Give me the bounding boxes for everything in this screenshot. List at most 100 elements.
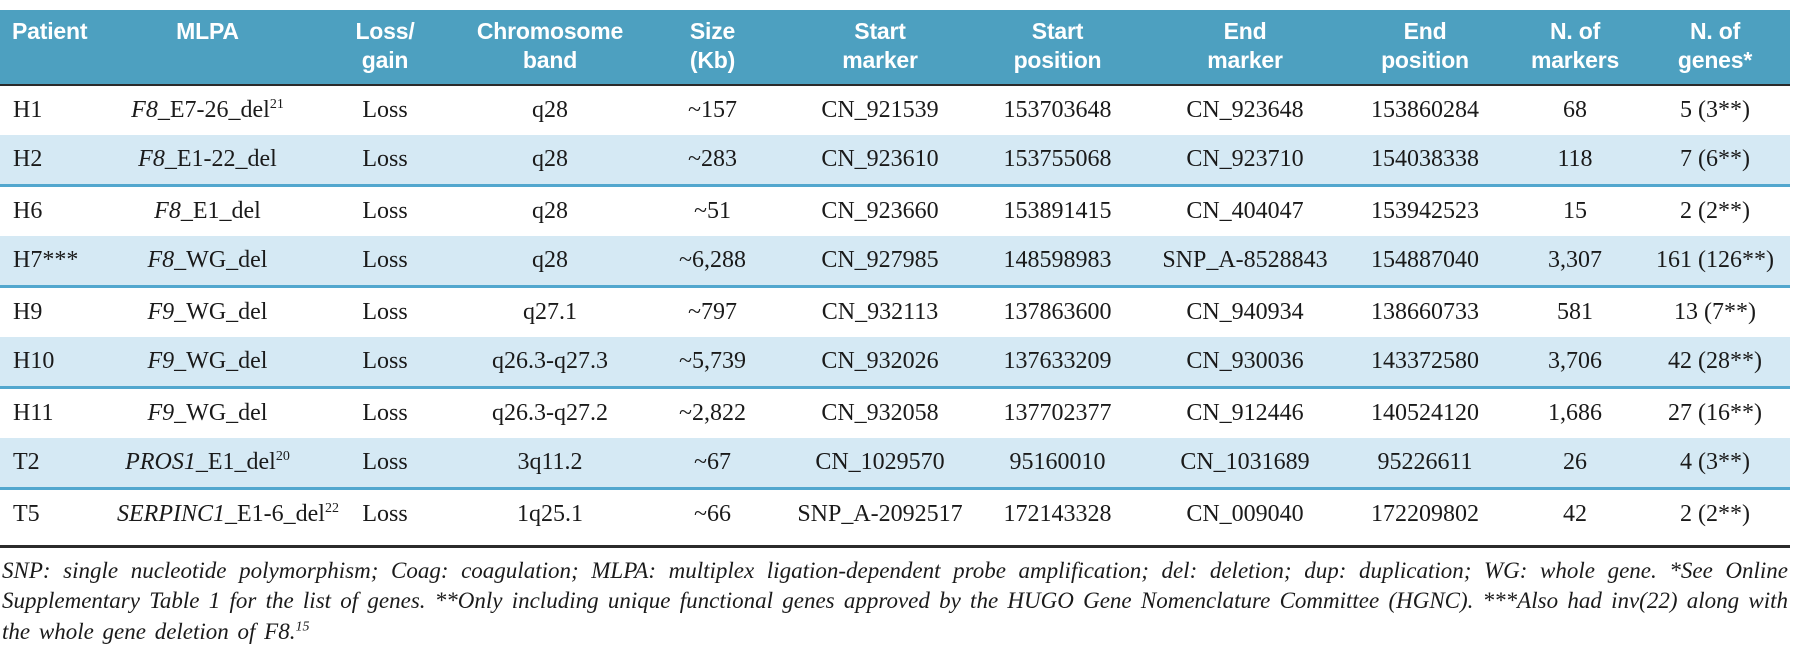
cell-n_genes: 27 (16**) bbox=[1668, 399, 1762, 426]
footnote-reference-number: 15 bbox=[295, 619, 310, 635]
cell-end_position: 153942523 bbox=[1371, 197, 1479, 224]
table-row-H1: H1 F8_E7-26_del21 Loss q28 ~157 CN_921539 1537… bbox=[0, 85, 1790, 135]
gene-symbol: SERPINC1 bbox=[117, 500, 225, 527]
cell-band: 3q11.2 bbox=[517, 448, 583, 475]
cell-n_markers: 1,686 bbox=[1548, 399, 1602, 426]
cell-start_position: 172143328 bbox=[1003, 500, 1112, 527]
mlpa-assay-name: _WG_del bbox=[174, 399, 268, 426]
mlpa-assay-name: _WG_del bbox=[174, 246, 268, 273]
col-header-n_genes: N. of genes* bbox=[1640, 10, 1790, 85]
cell-end_position: 95226611 bbox=[1377, 448, 1473, 475]
gene-symbol: F9 bbox=[147, 347, 175, 374]
cell-n_genes: 2 (2**) bbox=[1680, 197, 1750, 224]
cell-n_markers: 68 bbox=[1563, 96, 1587, 123]
gene-symbol: F9 bbox=[147, 399, 175, 426]
cell-n_genes: 2 (2**) bbox=[1680, 500, 1750, 527]
footnote-divider bbox=[0, 544, 1790, 548]
cell-start_position: 137633209 bbox=[1003, 347, 1112, 374]
cell-end_position: 172209802 bbox=[1371, 500, 1479, 527]
col-header-band: Chromosome band bbox=[470, 10, 630, 85]
cell-end_position: 140524120 bbox=[1371, 399, 1479, 426]
table-row-H7: H7*** F8_WG_del Loss q28 ~6,288 CN_927985 1485… bbox=[0, 235, 1790, 286]
cell-size: ~67 bbox=[694, 448, 731, 475]
cell-n_genes: 161 (126**) bbox=[1656, 246, 1774, 273]
cell-start_position: 137702377 bbox=[1003, 399, 1112, 426]
cell-start_position: 137863600 bbox=[1003, 298, 1112, 325]
patients-deletions-table: Patient MLPA Loss/ gain Chromosome band Size… bbox=[0, 10, 1790, 539]
cell-mlpa: F9_WG_del bbox=[115, 387, 300, 438]
cell-start_marker: CN_921539 bbox=[821, 96, 939, 123]
cell-patient: H2 bbox=[13, 145, 43, 172]
cell-loss_gain: Loss bbox=[362, 197, 408, 224]
cell-end_marker: CN_940934 bbox=[1186, 298, 1304, 325]
cell-mlpa: F9_WG_del bbox=[115, 337, 300, 388]
cell-end_position: 153860284 bbox=[1371, 96, 1479, 123]
col-header-size: Size (Kb) bbox=[630, 10, 795, 85]
cell-patient: T5 bbox=[13, 500, 40, 527]
cell-end_position: 138660733 bbox=[1371, 298, 1479, 325]
gene-symbol: PROS1 bbox=[125, 448, 196, 475]
cell-n_genes: 4 (3**) bbox=[1680, 448, 1750, 475]
cell-end_position: 154038338 bbox=[1371, 145, 1479, 172]
cell-patient: H11 bbox=[13, 399, 54, 426]
cell-start_marker: CN_1029570 bbox=[815, 448, 945, 475]
table-body: H1 F8_E7-26_del21 Loss q28 ~157 CN_921539 1537… bbox=[0, 85, 1790, 539]
col-header-loss_gain: Loss/ gain bbox=[300, 10, 470, 85]
col-header-start_marker: Start marker bbox=[795, 10, 965, 85]
cell-n_markers: 15 bbox=[1563, 197, 1587, 224]
cell-n_genes: 42 (28**) bbox=[1668, 347, 1762, 374]
cell-mlpa: F9_WG_del bbox=[115, 286, 300, 337]
cell-n_markers: 3,706 bbox=[1548, 347, 1602, 374]
cell-band: q28 bbox=[532, 145, 568, 172]
cell-band: q27.1 bbox=[523, 298, 577, 325]
table-row-H2: H2 F8_E1-22_del Loss q28 ~283 CN_923610 153755… bbox=[0, 134, 1790, 186]
cell-n_markers: 3,307 bbox=[1548, 246, 1602, 273]
col-header-patient: Patient bbox=[0, 10, 115, 85]
cell-band: q28 bbox=[532, 246, 568, 273]
cell-n_genes: 7 (6**) bbox=[1680, 145, 1750, 172]
cell-mlpa: F8_E1-22_del bbox=[115, 135, 300, 186]
cell-patient: H7*** bbox=[13, 246, 79, 273]
cell-end_marker: CN_1031689 bbox=[1180, 448, 1310, 475]
col-header-mlpa: MLPA bbox=[115, 10, 300, 85]
cell-size: ~5,739 bbox=[679, 347, 746, 374]
cell-mlpa: PROS1_E1_del20 bbox=[115, 438, 300, 489]
reference-number: 22 bbox=[324, 500, 339, 516]
cell-band: q26.3-q27.3 bbox=[492, 347, 608, 374]
cell-start_marker: CN_932026 bbox=[821, 347, 939, 374]
cell-loss_gain: Loss bbox=[362, 399, 408, 426]
cell-end_marker: CN_923710 bbox=[1186, 145, 1304, 172]
cell-end_position: 154887040 bbox=[1371, 246, 1479, 273]
table-footnote: SNP: single nucleotide polymorphism; Coa… bbox=[2, 556, 1788, 648]
cell-mlpa: SERPINC1_E1-6_del22 bbox=[115, 488, 339, 539]
cell-start_position: 148598983 bbox=[1003, 246, 1112, 273]
mlpa-assay-name: _E1-22_del bbox=[164, 145, 277, 172]
cell-end_marker: CN_923648 bbox=[1186, 96, 1304, 123]
table-row-H9: H9 F9_WG_del Loss q27.1 ~797 CN_932113 1378636… bbox=[0, 286, 1790, 337]
cell-start_position: 153891415 bbox=[1003, 197, 1112, 224]
reference-number: 20 bbox=[275, 448, 290, 464]
gene-symbol: F8 bbox=[154, 197, 181, 224]
cell-band: q26.3-q27.2 bbox=[492, 399, 608, 426]
cell-patient: H6 bbox=[13, 197, 43, 224]
cell-mlpa: F8_E7-26_del21 bbox=[115, 85, 300, 135]
cell-start_position: 95160010 bbox=[1009, 448, 1106, 475]
gene-symbol: F8 bbox=[147, 246, 175, 273]
mlpa-assay-name: _WG_del bbox=[174, 347, 268, 374]
mlpa-assay-name: _E1_del bbox=[195, 448, 276, 475]
table-row-H6: H6 F8_E1_del Loss q28 ~51 CN_923660 153891415 C… bbox=[0, 185, 1790, 236]
cell-start_marker: CN_923610 bbox=[821, 145, 939, 172]
gene-symbol: F8 bbox=[131, 96, 158, 123]
cell-size: ~2,822 bbox=[679, 399, 746, 426]
cell-size: ~6,288 bbox=[679, 246, 746, 273]
cell-start_marker: CN_932058 bbox=[821, 399, 939, 426]
cell-band: q28 bbox=[532, 197, 568, 224]
cell-loss_gain: Loss bbox=[362, 347, 408, 374]
header-row: Patient MLPA Loss/ gain Chromosome band Size… bbox=[0, 10, 1790, 85]
table-row-H11: H11 F9_WG_del Loss q26.3-q27.2 ~2,822 CN_9320… bbox=[0, 387, 1790, 438]
cell-n_markers: 581 bbox=[1557, 298, 1593, 325]
cell-end_marker: SNP_A-8528843 bbox=[1162, 246, 1328, 273]
cell-patient: T2 bbox=[13, 448, 40, 475]
cell-loss_gain: Loss bbox=[362, 298, 408, 325]
col-header-end_marker: End marker bbox=[1150, 10, 1340, 85]
